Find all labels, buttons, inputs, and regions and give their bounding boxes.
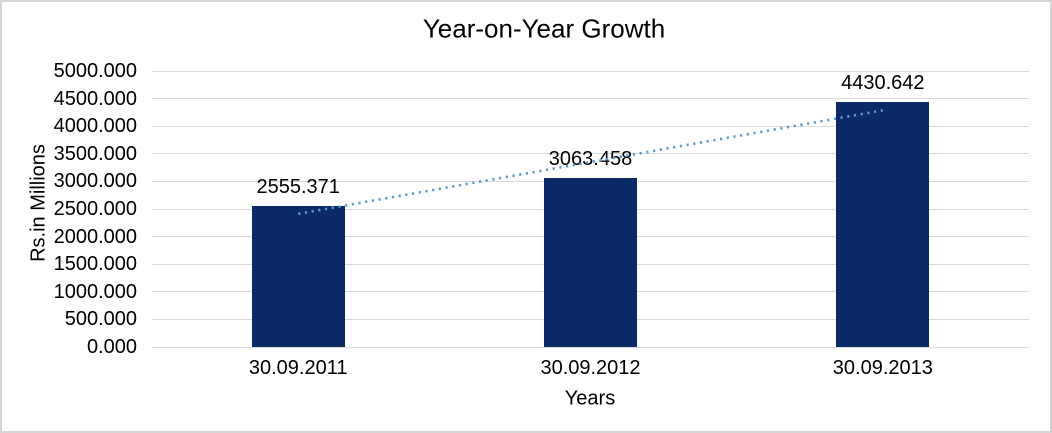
y-tick-label: 1000.000 [53, 280, 137, 303]
bar-30.09.2012 [544, 177, 637, 347]
bar-30.09.2011 [251, 205, 345, 347]
bar-30.09.2013 [836, 102, 930, 347]
gridline [152, 153, 1029, 155]
y-tick-label: 2500.000 [53, 198, 137, 220]
y-tick-label: 1500.000 [53, 253, 137, 276]
y-tick-label: 3000.000 [53, 170, 137, 193]
data-label: 2555.371 [256, 175, 340, 198]
x-tick-label: 30.09.2011 [248, 357, 348, 379]
x-tick-label: 30.09.2012 [540, 357, 641, 379]
chart-title: Year-on-Year Growth [422, 13, 666, 44]
y-tick-label: 3500.000 [53, 142, 137, 165]
plot-area: 2555.371 3063.458 4430.642 [152, 70, 1029, 348]
y-tick-label: 4500.000 [53, 87, 137, 110]
gridline [152, 125, 1029, 127]
gridline [152, 98, 1029, 100]
data-label: 3063.458 [548, 147, 633, 170]
y-tick-label: 500.000 [64, 308, 137, 331]
y-tick-label: 4000.000 [53, 115, 137, 138]
y-tick-label: 0.000 [86, 336, 137, 358]
gridline [152, 70, 1029, 72]
x-tick-label: 30.09.2013 [832, 357, 933, 379]
y-tick-label: 2000.000 [53, 225, 137, 248]
data-label: 4430.642 [841, 72, 925, 95]
gridline [152, 346, 1029, 348]
trendline [297, 109, 884, 216]
y-tick-label: 5000.000 [53, 60, 137, 82]
x-axis-title: Years [564, 387, 616, 410]
